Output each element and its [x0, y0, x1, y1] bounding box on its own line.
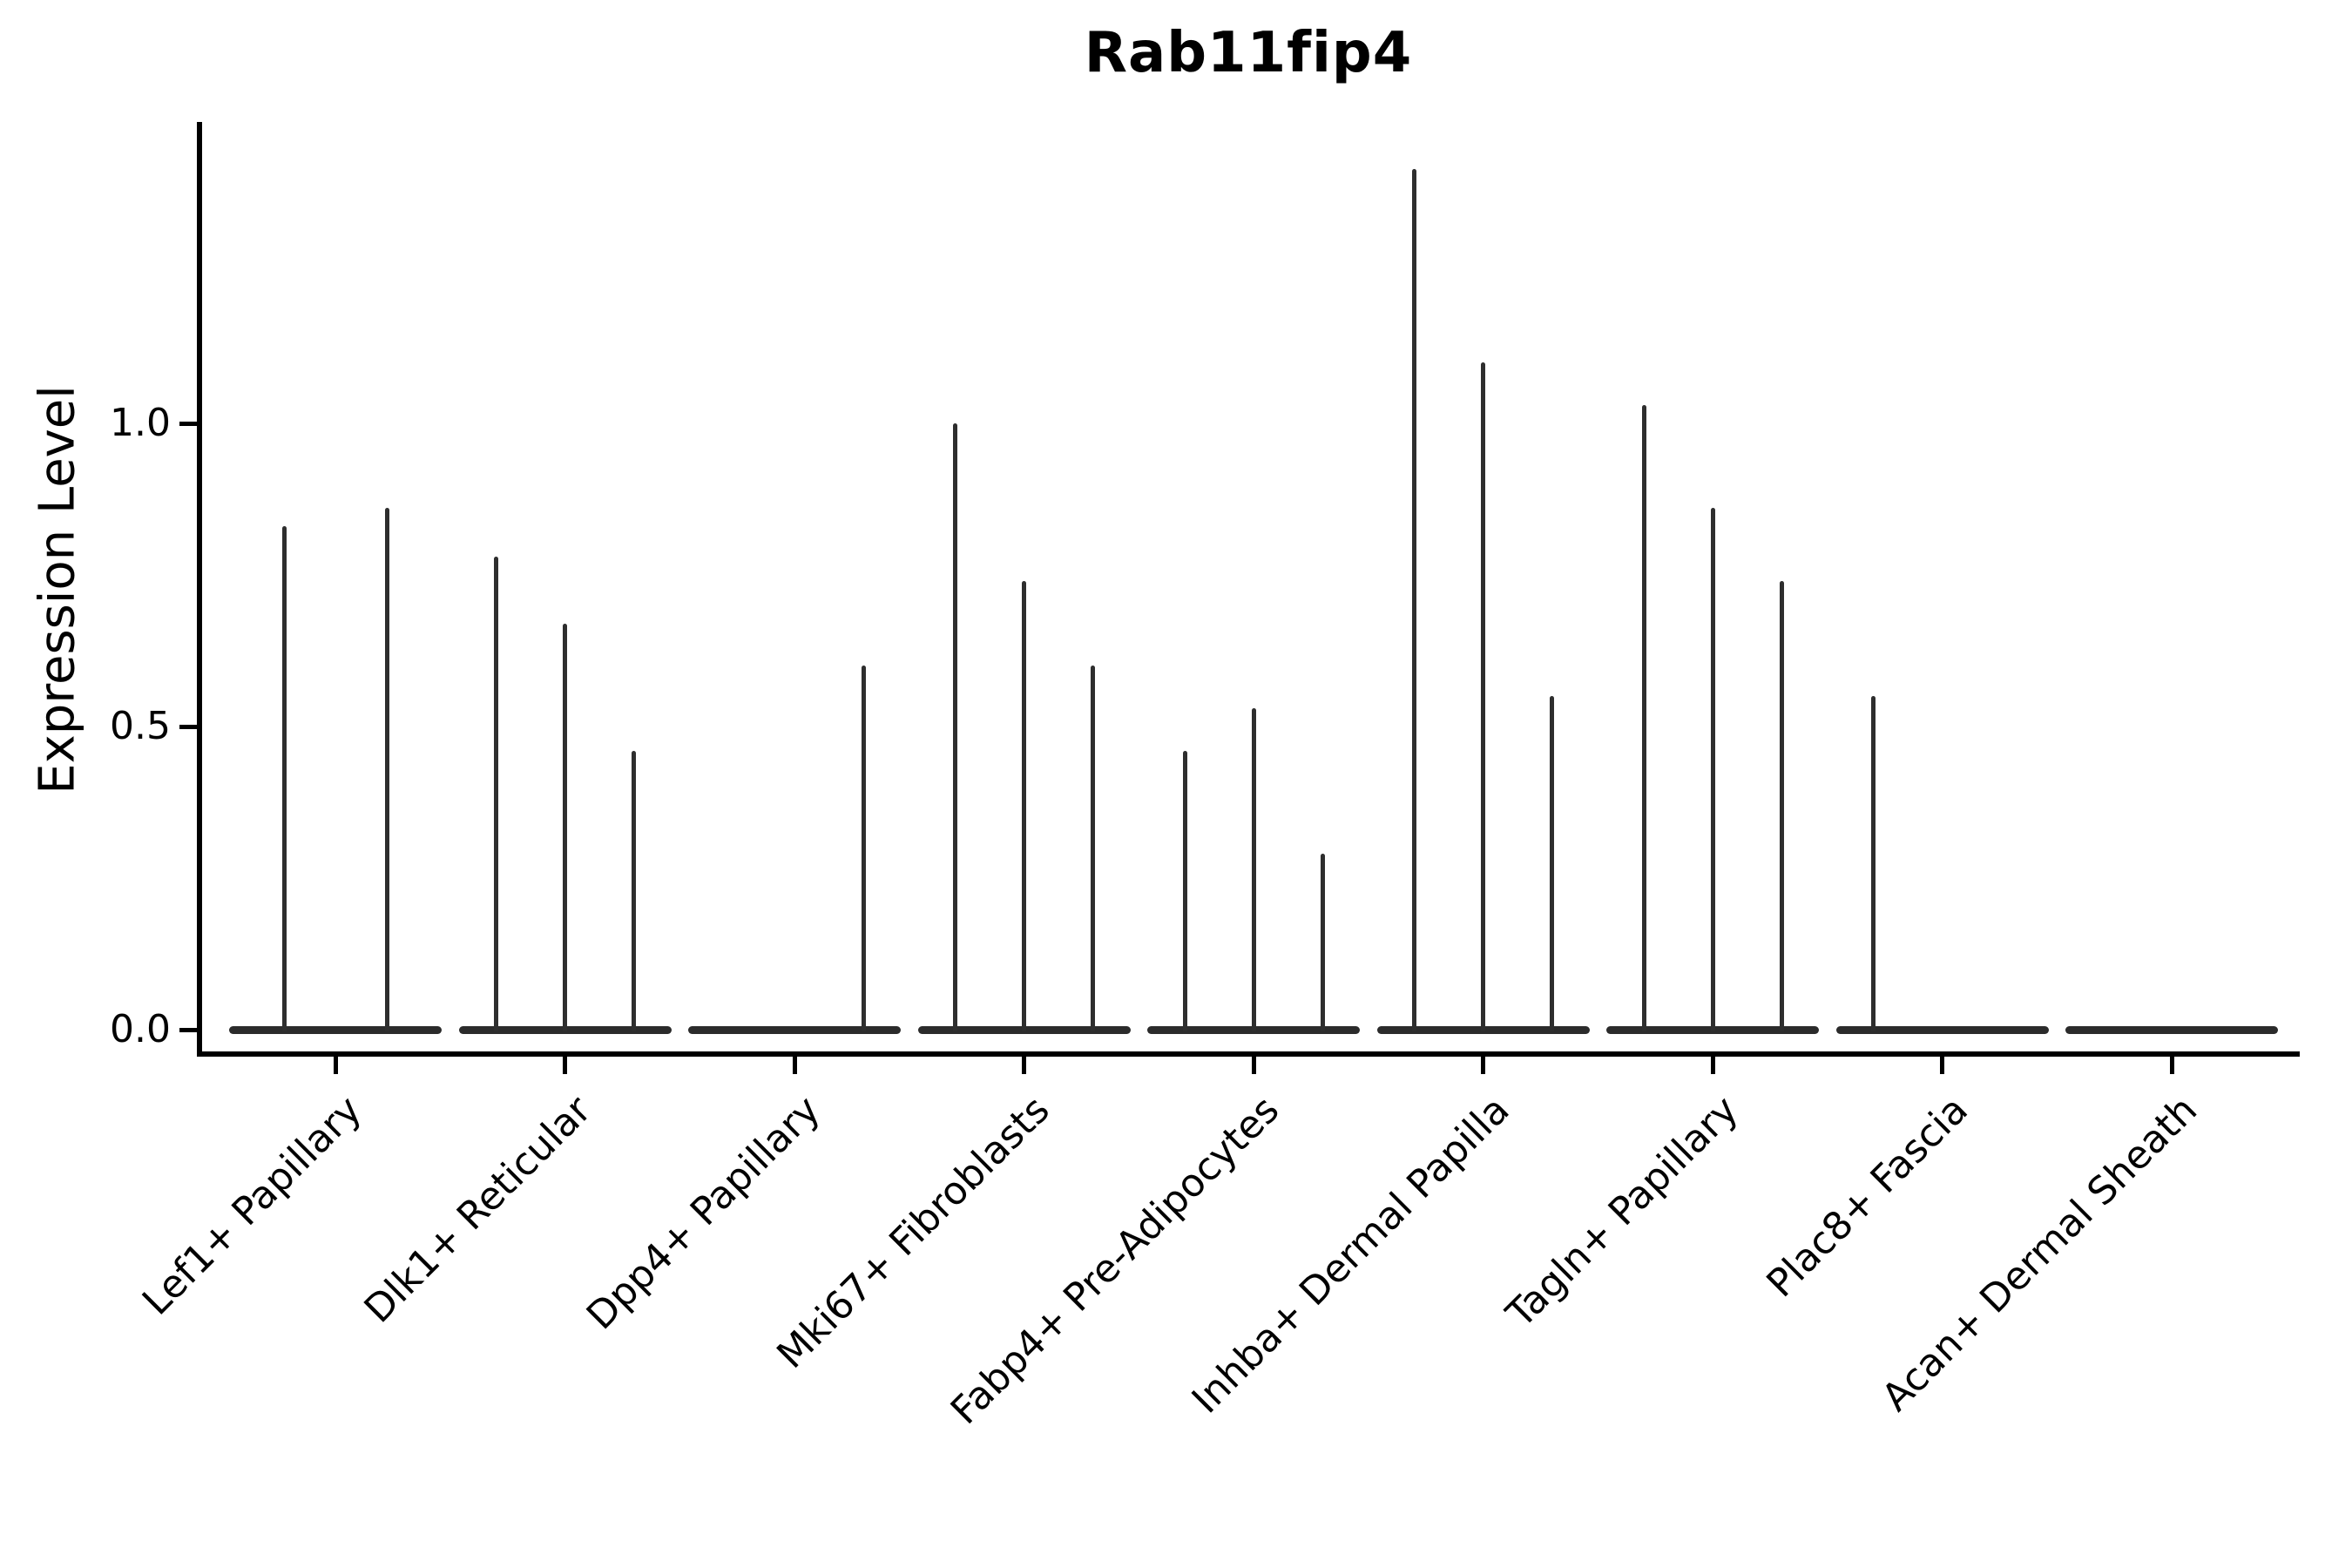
x-tick — [1481, 1057, 1485, 1074]
x-tick-label: Tagln+ Papillary — [1498, 1087, 1747, 1337]
x-tick — [2169, 1057, 2174, 1074]
violin-spike — [1182, 750, 1187, 1031]
violin-spike — [1022, 580, 1026, 1031]
violin-spike — [632, 750, 636, 1031]
x-tick — [1940, 1057, 1944, 1074]
violin-spike — [1641, 405, 1646, 1031]
violin-spike — [1320, 854, 1325, 1031]
violin-baseline — [2065, 1026, 2278, 1034]
y-tick-label: 1.0 — [110, 401, 171, 445]
x-tick-label: Plac8+ Fascia — [1758, 1087, 1977, 1307]
y-tick-label: 0.5 — [110, 704, 171, 748]
x-tick — [792, 1057, 797, 1074]
y-axis-spine — [197, 122, 202, 1057]
y-tick — [179, 724, 197, 729]
y-tick-label: 0.0 — [110, 1007, 171, 1051]
violin-spike — [1779, 580, 1784, 1031]
x-tick — [1710, 1057, 1715, 1074]
violin-spike — [281, 526, 287, 1031]
x-tick-label: Lef1+ Papillary — [133, 1087, 370, 1324]
violin-spike — [1251, 708, 1256, 1031]
violin-spike — [953, 423, 957, 1031]
x-tick-label: Dpp4+ Papillary — [578, 1087, 829, 1339]
violin-spike — [494, 557, 498, 1031]
x-tick — [1251, 1057, 1256, 1074]
violin-baseline — [1835, 1026, 2049, 1034]
x-axis-spine — [197, 1051, 2300, 1057]
x-tick — [1022, 1057, 1026, 1074]
violin-spike — [1412, 168, 1416, 1031]
violin-baseline — [229, 1026, 442, 1034]
plot-title: Rab11fip4 — [1084, 21, 1413, 85]
violin-spike — [861, 666, 866, 1031]
x-tick — [563, 1057, 567, 1074]
violin-spike — [1550, 696, 1554, 1031]
violin-spike — [384, 508, 389, 1031]
violin-spike — [1091, 666, 1095, 1031]
violin-spike — [1481, 362, 1485, 1031]
violin-spike — [1871, 696, 1876, 1031]
y-tick — [179, 1027, 197, 1032]
violin-baseline — [688, 1026, 901, 1034]
violin-spike — [563, 623, 567, 1031]
violin-spike — [1710, 508, 1715, 1031]
x-tick — [333, 1057, 338, 1074]
x-tick-label: Dlk1+ Reticular — [355, 1087, 600, 1332]
y-tick — [179, 421, 197, 426]
